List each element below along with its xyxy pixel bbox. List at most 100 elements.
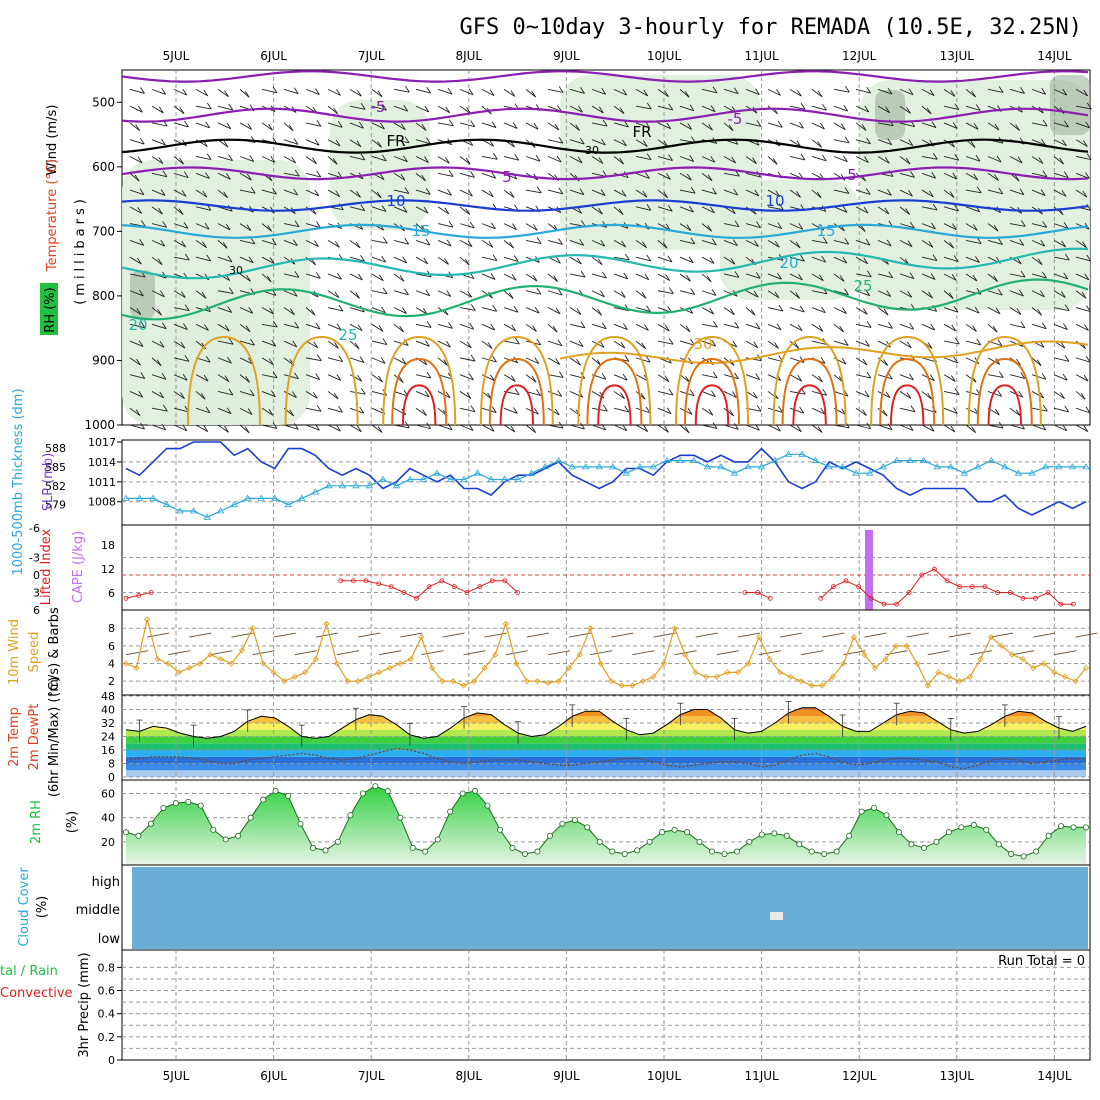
wind-barb xyxy=(327,122,343,128)
wind-barb xyxy=(393,105,408,112)
wind-barb-flag xyxy=(1019,239,1025,246)
wind10m-tick-3: 8 xyxy=(108,622,115,635)
wind-barb-flag xyxy=(158,106,164,114)
cloud-gap xyxy=(770,912,783,920)
wind-barb-flag xyxy=(1081,291,1087,299)
wind-barb xyxy=(129,357,141,366)
contour-label-15: 30 xyxy=(585,144,599,157)
wind-barb-flag xyxy=(971,90,977,98)
label-lifted-index: Lifted Index xyxy=(39,528,54,605)
wind10m-barb xyxy=(463,650,486,656)
wind-barb xyxy=(613,105,625,114)
wind-barb-flag xyxy=(425,188,431,195)
wind-barb-flag xyxy=(931,121,937,128)
wind-barb xyxy=(811,323,824,332)
wind-barb xyxy=(921,424,935,432)
rh2m-marker xyxy=(995,841,1002,848)
wind-barb-flag xyxy=(465,157,471,165)
wind-barb-flag xyxy=(509,241,515,249)
slp-tick-3: 1008 xyxy=(88,496,116,509)
temp-band xyxy=(126,756,1086,764)
wind-barb xyxy=(789,189,801,198)
wind10m-marker xyxy=(914,660,921,667)
wind-barb xyxy=(613,374,628,381)
rh2m-tick-2: 60 xyxy=(101,787,115,800)
wind-barb-flag xyxy=(244,90,250,98)
wind-barb xyxy=(151,122,168,127)
thickness-tick-3: 579 xyxy=(45,499,66,512)
wind-barb xyxy=(1053,189,1067,197)
wind10m-barb xyxy=(168,650,191,656)
wind-barb xyxy=(833,424,850,429)
wind-barb xyxy=(239,307,253,314)
cape-tick-1: 12 xyxy=(101,563,115,576)
wind10m-marker xyxy=(228,660,235,667)
wind-barb xyxy=(173,206,184,216)
label-upper-temp: Temperature (°C) xyxy=(45,159,60,272)
wind-barb-flag xyxy=(136,308,142,315)
wind-barb xyxy=(569,307,582,315)
wind-barb-flag xyxy=(602,404,608,412)
wind-barb-flag xyxy=(887,372,893,380)
wind-barb-flag xyxy=(998,86,1004,93)
wind-barb xyxy=(1053,156,1064,165)
wind-barb xyxy=(547,88,564,93)
rh2m-marker xyxy=(983,826,990,833)
wind-barb-flag xyxy=(998,238,1003,245)
label-precip-c: 3hr Precip (mm) xyxy=(77,952,92,1057)
wind-barb-flag xyxy=(403,104,409,112)
wind-barb xyxy=(921,88,935,97)
wind-barb xyxy=(943,189,955,198)
wind-barb xyxy=(613,139,627,147)
wind-barb-flag xyxy=(1040,189,1046,196)
wind-barb-flag xyxy=(534,306,540,314)
wind-barb xyxy=(965,407,979,415)
contour-label-13: 20 xyxy=(128,316,147,334)
wind-barb-flag xyxy=(356,191,361,198)
wind-barb xyxy=(855,323,872,328)
wind-barb xyxy=(723,323,739,329)
wind-barb-flag xyxy=(668,388,674,396)
wind-barb-flag xyxy=(667,255,673,263)
wind-barb-flag xyxy=(467,240,473,247)
temp2m-grid xyxy=(122,695,1090,780)
wind-barb xyxy=(987,307,1001,315)
wind-barb-flag xyxy=(245,325,251,333)
wind-barb-flag xyxy=(140,220,146,227)
temp2m-tick-1: 8 xyxy=(108,758,115,771)
wind-barb-flag xyxy=(468,88,474,96)
wind-barb-flag xyxy=(842,307,847,314)
wind-barb-flag xyxy=(425,238,431,246)
wind-barb xyxy=(547,139,564,144)
wind-barb-flag xyxy=(864,156,869,163)
wind-barb-flag xyxy=(426,86,432,94)
wind-barb-flag xyxy=(464,258,470,266)
rh2m-fill xyxy=(126,786,1086,865)
wind-barb-flag xyxy=(865,188,871,195)
li-marker xyxy=(464,590,470,595)
wind-barb-flag xyxy=(403,155,408,162)
wind-barb xyxy=(899,105,911,114)
wind-barb xyxy=(1053,307,1070,312)
wind10m-marker xyxy=(893,642,900,649)
wind-barb xyxy=(635,240,647,249)
wind10m-barb xyxy=(1054,650,1077,656)
wind-barb xyxy=(591,307,602,316)
slp-line xyxy=(125,441,1087,516)
li-segment xyxy=(340,580,518,599)
wind-barb-flag xyxy=(863,257,869,264)
wind-barb xyxy=(679,424,690,434)
wind-barb-flag xyxy=(578,105,583,113)
wind-barb xyxy=(635,424,648,432)
wind-barb-flag xyxy=(601,88,607,95)
wind-barb-flag xyxy=(970,141,976,148)
wind-barb xyxy=(1009,223,1026,227)
wind-barb-flag xyxy=(293,239,298,246)
wind-barb-flag xyxy=(690,237,696,245)
wind-barb xyxy=(283,323,299,329)
wind-barb-flag xyxy=(159,391,165,399)
wind10m-barb xyxy=(1075,632,1098,638)
wind-barb-flag xyxy=(1020,270,1026,278)
wind-barb xyxy=(327,374,341,381)
wind-barb xyxy=(789,323,803,332)
